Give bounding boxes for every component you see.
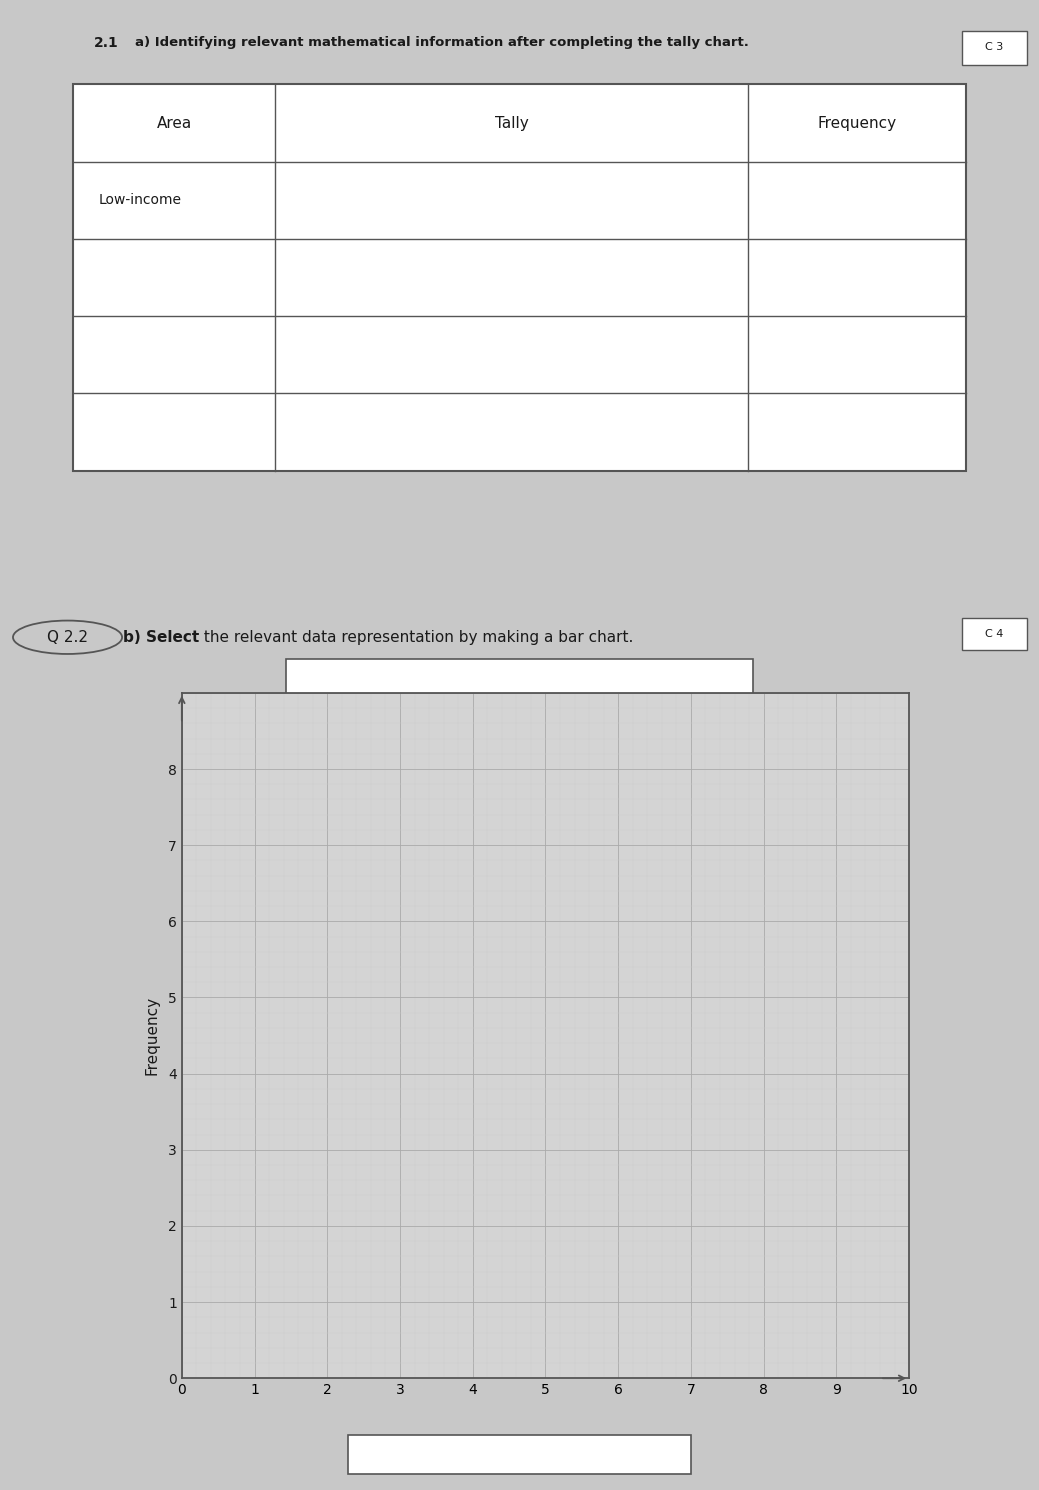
Bar (286, 659, 753, 703)
FancyBboxPatch shape (962, 618, 1027, 650)
Text: C 4: C 4 (985, 629, 1004, 639)
Text: a) Identifying relevant mathematical information after completing the tally char: a) Identifying relevant mathematical inf… (135, 36, 749, 49)
Y-axis label: Frequency: Frequency (144, 995, 160, 1076)
Text: 2.1: 2.1 (94, 36, 118, 51)
Bar (348, 1435, 691, 1474)
FancyBboxPatch shape (962, 31, 1027, 64)
Text: Low-income: Low-income (99, 194, 182, 207)
Text: Q 2.2: Q 2.2 (47, 630, 88, 645)
Text: the relevant data representation by making a bar chart.: the relevant data representation by maki… (199, 630, 634, 645)
Text: b) Select: b) Select (123, 630, 198, 645)
Text: Tally: Tally (495, 116, 529, 131)
Text: C 3: C 3 (985, 42, 1004, 52)
Bar (73, 85, 966, 471)
Text: Frequency: Frequency (818, 116, 897, 131)
Text: Area: Area (157, 116, 191, 131)
